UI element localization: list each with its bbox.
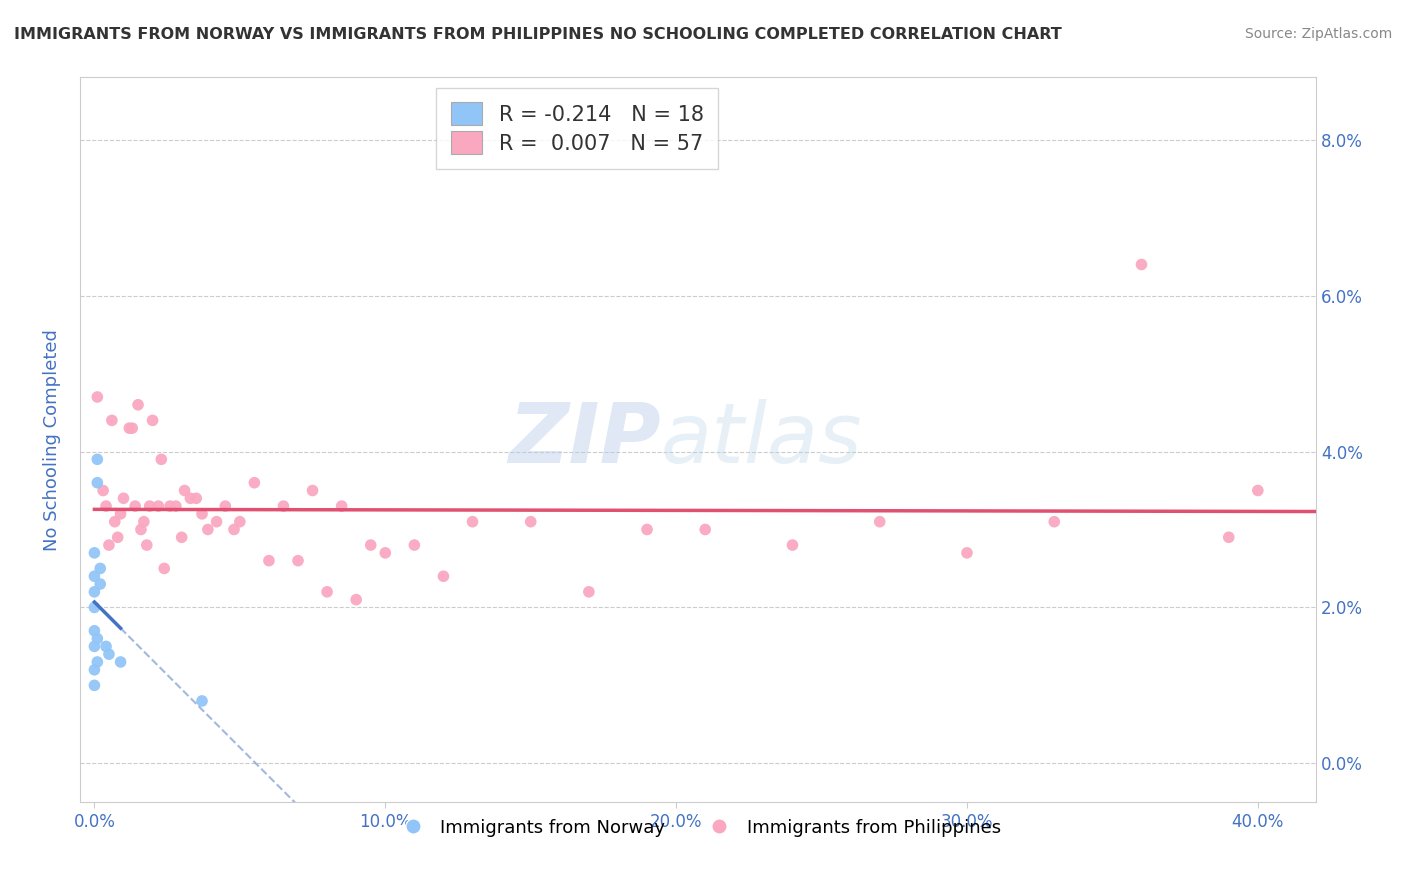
Point [1130, 258, 1153, 272]
Point [86, 475, 108, 490]
Y-axis label: No Schooling Completed: No Schooling Completed [44, 329, 60, 550]
Text: ZIP: ZIP [508, 400, 661, 481]
Point [1247, 483, 1270, 498]
Point [344, 592, 367, 607]
Point [214, 499, 236, 513]
Point [404, 538, 426, 552]
Point [170, 530, 193, 544]
Point [243, 475, 266, 490]
Point [142, 413, 165, 427]
Point [83, 678, 105, 692]
Point [186, 491, 208, 506]
Point [153, 561, 176, 575]
Point [83, 624, 105, 638]
Point [869, 515, 891, 529]
Point [86, 390, 108, 404]
Text: Source: ZipAtlas.com: Source: ZipAtlas.com [1244, 27, 1392, 41]
Point [94, 499, 117, 513]
Point [104, 515, 127, 529]
Point [112, 491, 135, 506]
Point [86, 452, 108, 467]
Point [83, 569, 105, 583]
Point [86, 655, 108, 669]
Point [121, 421, 143, 435]
Point [191, 507, 214, 521]
Point [316, 584, 339, 599]
Point [83, 663, 105, 677]
Point [97, 538, 120, 552]
Point [86, 632, 108, 646]
Point [110, 655, 132, 669]
Point [83, 600, 105, 615]
Point [222, 523, 245, 537]
Point [197, 523, 219, 537]
Point [118, 421, 141, 435]
Point [374, 546, 396, 560]
Point [127, 398, 149, 412]
Point [101, 413, 124, 427]
Point [165, 499, 187, 513]
Point [330, 499, 353, 513]
Point [138, 499, 160, 513]
Point [695, 523, 717, 537]
Point [1043, 515, 1066, 529]
Point [782, 538, 804, 552]
Point [360, 538, 382, 552]
Point [135, 538, 157, 552]
Point [956, 546, 979, 560]
Point [636, 523, 658, 537]
Point [432, 569, 454, 583]
Point [124, 499, 146, 513]
Point [150, 452, 173, 467]
Point [519, 515, 541, 529]
Point [148, 499, 170, 513]
Point [94, 640, 117, 654]
Point [461, 515, 484, 529]
Point [89, 577, 111, 591]
Text: IMMIGRANTS FROM NORWAY VS IMMIGRANTS FROM PHILIPPINES NO SCHOOLING COMPLETED COR: IMMIGRANTS FROM NORWAY VS IMMIGRANTS FRO… [14, 27, 1062, 42]
Point [173, 483, 195, 498]
Point [257, 554, 280, 568]
Point [91, 483, 114, 498]
Point [287, 554, 309, 568]
Point [89, 561, 111, 575]
Point [273, 499, 295, 513]
Point [578, 584, 600, 599]
Point [97, 647, 120, 661]
Point [205, 515, 228, 529]
Point [191, 694, 214, 708]
Point [301, 483, 323, 498]
Point [159, 499, 181, 513]
Text: atlas: atlas [661, 400, 862, 481]
Point [110, 507, 132, 521]
Point [129, 523, 152, 537]
Legend: Immigrants from Norway, Immigrants from Philippines: Immigrants from Norway, Immigrants from … [388, 812, 1008, 844]
Point [1218, 530, 1240, 544]
Point [83, 546, 105, 560]
Point [179, 491, 201, 506]
Point [229, 515, 252, 529]
Point [83, 584, 105, 599]
Point [132, 515, 155, 529]
Point [107, 530, 129, 544]
Point [83, 640, 105, 654]
